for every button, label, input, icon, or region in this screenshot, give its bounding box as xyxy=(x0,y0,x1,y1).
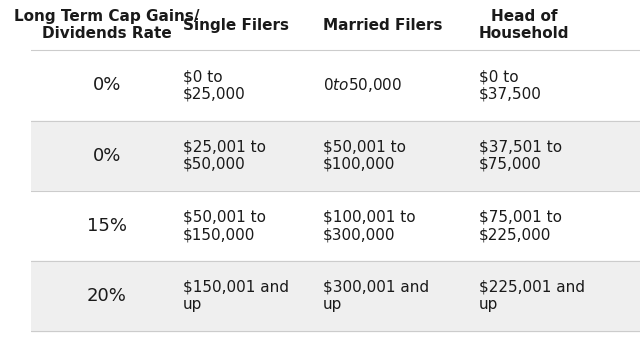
Text: $300,001 and
up: $300,001 and up xyxy=(323,280,429,312)
Bar xyxy=(31,0,640,50)
Text: $50,001 to
$150,000: $50,001 to $150,000 xyxy=(183,210,266,242)
Text: $225,001 and
up: $225,001 and up xyxy=(479,280,584,312)
Text: $50,001 to
$100,000: $50,001 to $100,000 xyxy=(323,140,406,172)
Text: $150,001 and
up: $150,001 and up xyxy=(183,280,289,312)
Text: $100,001 to
$300,000: $100,001 to $300,000 xyxy=(323,210,416,242)
Text: $25,001 to
$50,000: $25,001 to $50,000 xyxy=(183,140,266,172)
Bar xyxy=(31,121,640,191)
Text: $0 to
$25,000: $0 to $25,000 xyxy=(183,69,246,102)
Text: $75,001 to
$225,000: $75,001 to $225,000 xyxy=(479,210,561,242)
Text: 15%: 15% xyxy=(87,217,127,235)
Text: Long Term Cap Gains/
Dividends Rate: Long Term Cap Gains/ Dividends Rate xyxy=(14,9,200,41)
Text: Single Filers: Single Filers xyxy=(183,18,289,33)
Text: $0 to
$37,500: $0 to $37,500 xyxy=(479,69,541,102)
Text: Married Filers: Married Filers xyxy=(323,18,443,33)
Text: 0%: 0% xyxy=(93,147,121,165)
Bar xyxy=(31,261,640,331)
Text: 20%: 20% xyxy=(87,287,127,305)
Text: $37,501 to
$75,000: $37,501 to $75,000 xyxy=(479,140,562,172)
Text: 0%: 0% xyxy=(93,77,121,94)
Bar xyxy=(31,191,640,261)
Text: Head of
Household: Head of Household xyxy=(479,9,569,41)
Text: $0 to $50,000: $0 to $50,000 xyxy=(323,77,403,94)
Bar xyxy=(31,50,640,121)
